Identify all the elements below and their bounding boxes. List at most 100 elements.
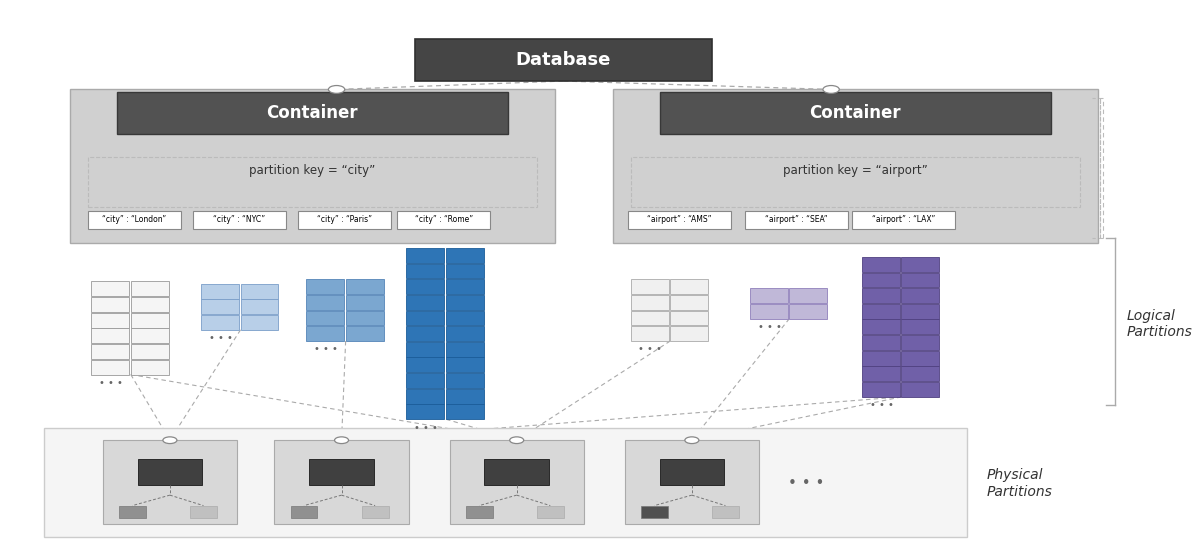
FancyBboxPatch shape <box>902 288 939 303</box>
Text: “airport” : “AMS”: “airport” : “AMS” <box>647 215 712 225</box>
FancyBboxPatch shape <box>131 328 168 343</box>
FancyBboxPatch shape <box>659 459 724 485</box>
Text: “city” : “Rome”: “city” : “Rome” <box>414 215 473 225</box>
FancyBboxPatch shape <box>659 92 1051 134</box>
FancyBboxPatch shape <box>902 367 939 381</box>
FancyBboxPatch shape <box>291 505 317 518</box>
FancyBboxPatch shape <box>446 264 484 278</box>
FancyBboxPatch shape <box>306 279 343 294</box>
Circle shape <box>509 437 524 444</box>
FancyBboxPatch shape <box>414 39 712 81</box>
FancyBboxPatch shape <box>537 505 563 518</box>
Circle shape <box>335 437 348 444</box>
Text: Container: Container <box>267 104 358 122</box>
Text: • • •: • • • <box>313 344 337 354</box>
FancyBboxPatch shape <box>862 335 900 350</box>
Text: Logical
Partitions: Logical Partitions <box>1127 309 1193 339</box>
FancyBboxPatch shape <box>902 320 939 334</box>
Text: “airport” : “LAX”: “airport” : “LAX” <box>872 215 936 225</box>
FancyBboxPatch shape <box>789 288 827 303</box>
FancyBboxPatch shape <box>406 264 444 278</box>
FancyBboxPatch shape <box>91 360 129 375</box>
FancyBboxPatch shape <box>862 257 900 272</box>
FancyBboxPatch shape <box>116 92 508 134</box>
FancyBboxPatch shape <box>362 505 389 518</box>
FancyBboxPatch shape <box>131 360 168 375</box>
FancyBboxPatch shape <box>131 344 168 359</box>
FancyBboxPatch shape <box>446 326 484 341</box>
Text: “city” : “Paris”: “city” : “Paris” <box>317 215 372 225</box>
FancyBboxPatch shape <box>70 89 555 243</box>
FancyBboxPatch shape <box>712 505 739 518</box>
FancyBboxPatch shape <box>446 295 484 310</box>
FancyBboxPatch shape <box>902 382 939 397</box>
Text: • • •: • • • <box>788 476 824 491</box>
FancyBboxPatch shape <box>298 211 392 229</box>
FancyBboxPatch shape <box>631 310 669 325</box>
Text: “city” : “NYC”: “city” : “NYC” <box>214 215 265 225</box>
Text: Physical
Partitions: Physical Partitions <box>987 468 1052 499</box>
FancyBboxPatch shape <box>398 211 490 229</box>
FancyBboxPatch shape <box>192 211 286 229</box>
FancyBboxPatch shape <box>902 351 939 366</box>
FancyBboxPatch shape <box>749 304 788 319</box>
FancyBboxPatch shape <box>406 326 444 341</box>
Circle shape <box>328 86 345 93</box>
FancyBboxPatch shape <box>240 300 279 314</box>
Circle shape <box>163 437 177 444</box>
FancyBboxPatch shape <box>201 315 239 330</box>
FancyBboxPatch shape <box>346 326 383 341</box>
Circle shape <box>823 86 839 93</box>
Circle shape <box>685 437 699 444</box>
Text: • • •: • • • <box>209 333 233 343</box>
FancyBboxPatch shape <box>306 310 343 325</box>
FancyBboxPatch shape <box>484 459 549 485</box>
FancyBboxPatch shape <box>406 389 444 404</box>
FancyBboxPatch shape <box>406 295 444 310</box>
Text: Database: Database <box>515 51 611 69</box>
FancyBboxPatch shape <box>119 505 145 518</box>
FancyBboxPatch shape <box>406 280 444 294</box>
FancyBboxPatch shape <box>862 288 900 303</box>
FancyBboxPatch shape <box>902 257 939 272</box>
FancyBboxPatch shape <box>446 280 484 294</box>
FancyBboxPatch shape <box>466 505 492 518</box>
FancyBboxPatch shape <box>91 281 129 296</box>
Text: • • •: • • • <box>414 423 438 433</box>
FancyBboxPatch shape <box>631 295 669 310</box>
FancyBboxPatch shape <box>306 326 343 341</box>
FancyBboxPatch shape <box>902 304 939 319</box>
FancyBboxPatch shape <box>190 505 217 518</box>
FancyBboxPatch shape <box>44 428 967 537</box>
FancyBboxPatch shape <box>862 382 900 397</box>
FancyBboxPatch shape <box>862 351 900 366</box>
FancyBboxPatch shape <box>201 300 239 314</box>
FancyBboxPatch shape <box>446 342 484 357</box>
Text: “airport” : “SEA”: “airport” : “SEA” <box>765 215 827 225</box>
Text: • • •: • • • <box>758 322 782 332</box>
FancyBboxPatch shape <box>446 405 484 419</box>
FancyBboxPatch shape <box>628 211 731 229</box>
FancyBboxPatch shape <box>406 342 444 357</box>
FancyBboxPatch shape <box>274 440 408 524</box>
FancyBboxPatch shape <box>625 440 759 524</box>
FancyBboxPatch shape <box>88 211 181 229</box>
FancyBboxPatch shape <box>446 358 484 372</box>
FancyBboxPatch shape <box>346 310 383 325</box>
Text: partition key = “city”: partition key = “city” <box>250 164 376 177</box>
Text: • • •: • • • <box>98 378 123 388</box>
FancyBboxPatch shape <box>449 440 584 524</box>
FancyBboxPatch shape <box>631 279 669 294</box>
FancyBboxPatch shape <box>853 211 955 229</box>
Text: partition key = “airport”: partition key = “airport” <box>783 164 927 177</box>
FancyBboxPatch shape <box>240 315 279 330</box>
Text: “city” : “London”: “city” : “London” <box>102 215 167 225</box>
FancyBboxPatch shape <box>670 295 709 310</box>
FancyBboxPatch shape <box>446 389 484 404</box>
FancyBboxPatch shape <box>862 367 900 381</box>
FancyBboxPatch shape <box>446 310 484 325</box>
FancyBboxPatch shape <box>749 288 788 303</box>
Text: • • •: • • • <box>639 344 662 354</box>
FancyBboxPatch shape <box>406 358 444 372</box>
FancyBboxPatch shape <box>902 335 939 350</box>
